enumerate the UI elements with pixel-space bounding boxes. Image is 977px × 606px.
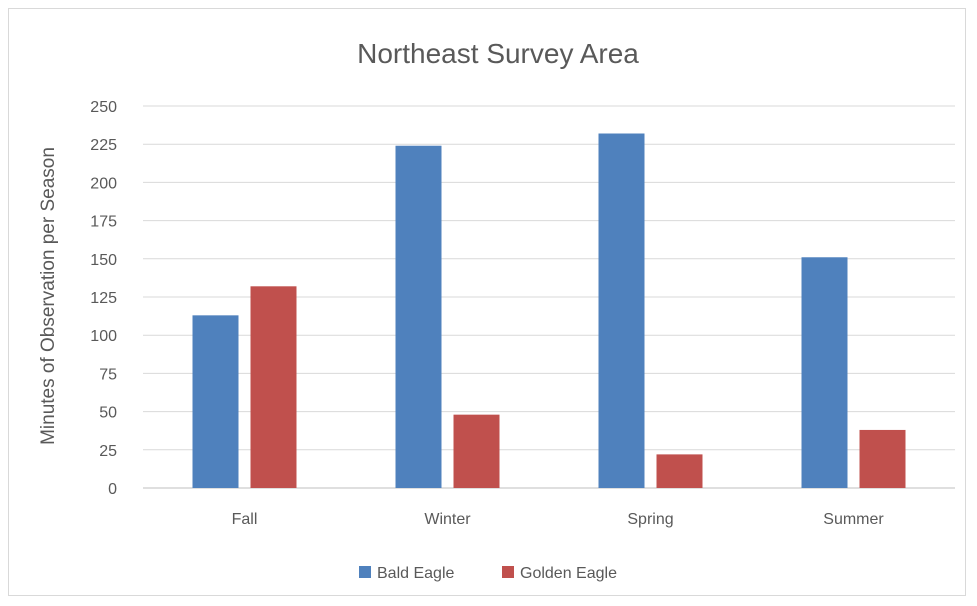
legend: Bald Eagle Golden Eagle — [359, 565, 617, 582]
x-tick-label: Fall — [232, 511, 258, 528]
bar-bald-eagle-summer — [801, 257, 848, 488]
y-tick-label: 0 — [108, 481, 117, 498]
legend-label: Golden Eagle — [520, 565, 617, 582]
x-tick-label: Spring — [627, 511, 673, 528]
bar-bald-eagle-winter — [395, 145, 442, 488]
y-tick-label: 200 — [90, 175, 117, 192]
y-tick-label: 175 — [90, 214, 117, 231]
y-tick-label: 100 — [90, 328, 117, 345]
y-tick-label: 125 — [90, 290, 117, 307]
y-tick-label: 75 — [99, 366, 117, 383]
legend-swatch — [359, 566, 371, 578]
y-axis-title: Minutes of Observation per Season — [38, 147, 59, 445]
x-tick-label: Summer — [823, 511, 884, 528]
legend-label: Bald Eagle — [377, 565, 454, 582]
legend-swatch — [502, 566, 514, 578]
x-tick-label: Winter — [424, 511, 471, 528]
y-tick-label: 225 — [90, 137, 117, 154]
x-tick-labels: Fall Winter Spring Summer — [232, 511, 885, 528]
y-tick-label: 150 — [90, 252, 117, 269]
bar-golden-eagle-spring — [656, 454, 703, 488]
y-tick-labels: 0 25 50 75 100 125 150 175 200 225 250 — [90, 99, 117, 498]
bar-golden-eagle-fall — [250, 286, 297, 488]
bar-golden-eagle-winter — [453, 414, 500, 488]
y-tick-label: 25 — [99, 443, 117, 460]
bars — [192, 133, 906, 488]
bar-bald-eagle-fall — [192, 315, 239, 488]
bar-golden-eagle-summer — [859, 429, 906, 488]
y-tick-label: 250 — [90, 99, 117, 116]
chart-title: Northeast Survey Area — [357, 38, 639, 69]
y-tick-label: 50 — [99, 405, 117, 422]
bar-bald-eagle-spring — [598, 133, 645, 488]
